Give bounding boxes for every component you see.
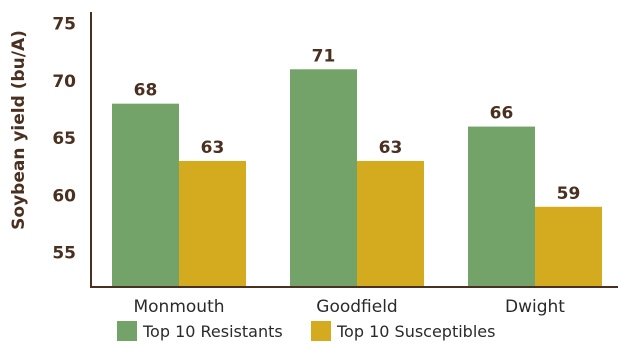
data-label: 71 (312, 46, 336, 66)
x-tick-label: Monmouth (133, 297, 224, 317)
data-labels: 68 63 71 63 66 59 (134, 46, 581, 204)
bar-monmouth-resistants (112, 103, 179, 288)
legend: Top 10 Resistants Top 10 Susceptibles (117, 321, 495, 341)
data-label: 68 (134, 81, 158, 101)
y-tick-label: 75 (52, 14, 76, 34)
data-label: 66 (490, 104, 514, 124)
legend-label: Top 10 Susceptibles (336, 322, 495, 341)
x-tick-label: Goodfield (316, 297, 397, 317)
y-axis-ticks: 55 60 65 70 75 (52, 14, 76, 263)
bar-goodfield-resistants (290, 69, 357, 288)
bar-dwight-susceptibles (535, 206, 602, 287)
x-axis-categories: Monmouth Goodfield Dwight (133, 297, 565, 317)
bar-monmouth-susceptibles (179, 160, 246, 287)
data-label: 59 (557, 184, 581, 204)
legend-swatch (117, 321, 137, 341)
bar-goodfield-susceptibles (357, 160, 424, 287)
data-label: 63 (379, 138, 403, 158)
y-axis-label: Soybean yield (bu/A) (9, 30, 29, 230)
x-tick-label: Dwight (505, 297, 565, 317)
bars (112, 69, 602, 288)
y-tick-label: 60 (52, 186, 76, 206)
bar-dwight-resistants (468, 126, 535, 287)
legend-swatch (311, 321, 331, 341)
data-label: 63 (201, 138, 225, 158)
y-tick-label: 55 (52, 244, 76, 264)
y-tick-label: 70 (52, 72, 76, 92)
legend-label: Top 10 Resistants (142, 322, 283, 341)
y-tick-label: 65 (52, 129, 76, 149)
